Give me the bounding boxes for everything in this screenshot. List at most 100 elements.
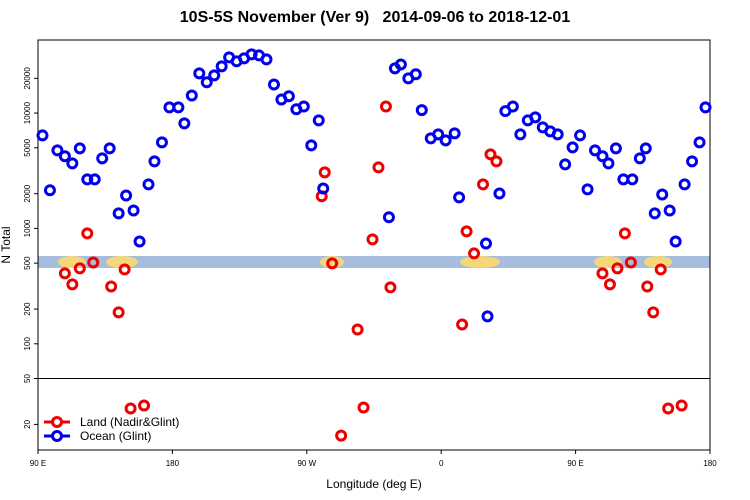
data-point [678,178,691,191]
land-shape [106,256,138,268]
data-point [609,142,622,155]
data-point [366,233,379,246]
data-point [596,267,609,280]
plot-frame [37,39,711,451]
data-point [506,100,519,113]
data-point [318,166,331,179]
y-tick-label: 50 [23,374,32,383]
data-point [456,318,469,331]
data-point [647,306,660,319]
data-point [626,173,639,186]
data-point [215,60,228,73]
data-point [73,262,86,275]
data-point [602,157,615,170]
data-point [36,129,49,142]
y-tick-label: 100 [23,337,32,351]
data-point [66,278,79,291]
data-point [490,155,503,168]
data-point [357,401,370,414]
data-point [551,128,564,141]
data-point [432,128,445,141]
data-point [581,183,594,196]
data-point [81,227,94,240]
data-point [112,306,125,319]
data-point [415,104,428,117]
data-point [618,227,631,240]
data-point [633,152,646,165]
data-point [453,191,466,204]
data-point [468,247,481,260]
data-point [51,144,64,157]
legend-label: Ocean (Glint) [80,429,151,443]
data-point [178,117,191,130]
data-point [648,207,661,220]
x-tick-label: 180 [703,459,717,468]
data-point [43,184,56,197]
land-shape [644,256,672,268]
data-point [493,187,506,200]
legend-label: Land (Nadir&Glint) [80,415,179,429]
y-tick-label: 1000 [23,219,32,237]
land-shape [594,256,622,268]
data-point [127,204,140,217]
data-point [641,280,654,293]
legend-marker [51,416,63,428]
data-point [669,235,682,248]
data-point [566,141,579,154]
map-strip [38,256,710,268]
data-point [624,256,637,269]
data-point [87,256,100,269]
data-point [297,100,310,113]
data-point [312,114,325,127]
x-tick-label: 180 [166,459,180,468]
chart-title: 10S-5S November (Ver 9) 2014-09-06 to 20… [180,9,571,26]
data-point [260,53,273,66]
data-point [611,262,624,275]
data-point [105,280,118,293]
data-point [559,158,572,171]
data-point [477,178,490,191]
data-point [326,257,339,270]
land-shape [460,256,500,268]
data-point [379,100,392,113]
data-point [142,178,155,191]
data-point [208,69,221,82]
data-point [596,150,609,163]
data-point [103,142,116,155]
data-point [112,207,125,220]
data-point [317,182,330,195]
data-point [282,90,295,103]
data-point [699,101,712,114]
y-tick-label: 2000 [23,184,32,202]
land-shape [58,256,86,268]
y-tick-label: 5000 [23,138,32,156]
x-tick-label: 0 [439,459,444,468]
x-axis-title: Longitude (deg E) [326,477,421,491]
legend-marker [51,430,63,442]
x-tick-label: 90 W [297,459,316,468]
data-point [639,142,652,155]
data-point [124,402,137,415]
data-point [484,148,497,161]
data-point [96,152,109,165]
data-point [305,139,318,152]
data-point [656,188,669,201]
data-point [81,173,94,186]
data-point [384,281,397,294]
ocean-strip [38,256,710,268]
y-tick-label: 500 [23,256,32,270]
data-point [574,129,587,142]
data-point [172,101,185,114]
data-point [66,157,79,170]
data-point [200,76,213,89]
data-point [394,58,407,71]
data-point [439,134,452,147]
data-point [448,127,461,140]
data-point [693,136,706,149]
y-axis-title: N Total [0,226,13,263]
data-point [351,323,364,336]
data-point [185,89,198,102]
y-tick-label: 20 [23,419,32,428]
